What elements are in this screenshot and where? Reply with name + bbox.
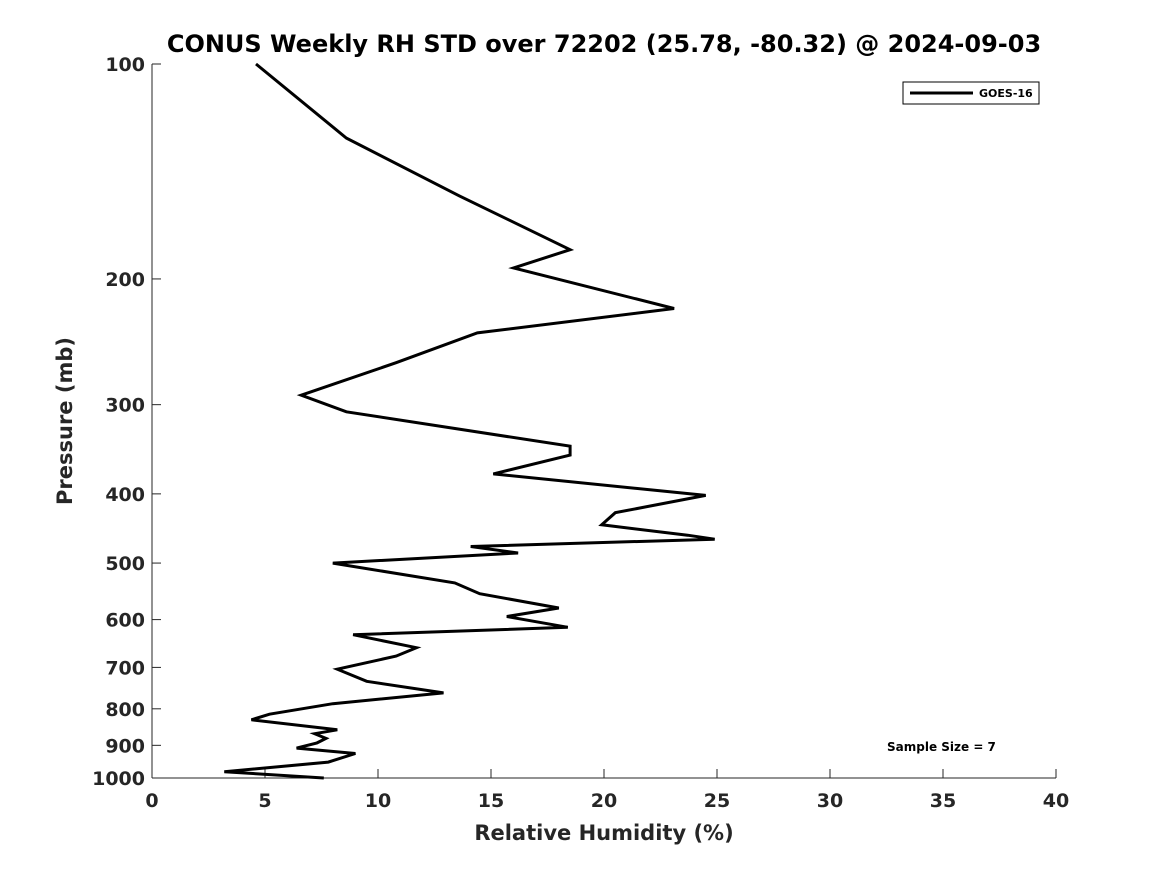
x-tick-label: 25 — [704, 790, 730, 812]
x-tick-label: 35 — [930, 790, 956, 812]
x-tick-label: 30 — [817, 790, 843, 812]
x-tick-label: 10 — [365, 790, 391, 812]
y-tick-label: 400 — [105, 484, 145, 506]
chart-title: CONUS Weekly RH STD over 72202 (25.78, -… — [167, 30, 1041, 58]
x-tick-label: 40 — [1043, 790, 1069, 812]
y-tick-label: 900 — [105, 735, 145, 757]
y-tick-label: 500 — [105, 553, 145, 575]
series-line — [224, 62, 715, 780]
x-tick-label: 0 — [145, 790, 158, 812]
legend-label: GOES-16 — [979, 87, 1033, 100]
legend: GOES-16 — [902, 81, 1040, 105]
y-tick-label: 700 — [105, 657, 145, 679]
sample-size-annotation: Sample Size = 7 — [887, 740, 996, 754]
y-tick-label: 600 — [105, 610, 145, 632]
y-tick-label: 200 — [105, 269, 145, 291]
y-tick-label: 800 — [105, 699, 145, 721]
y-axis-label: Pressure (mb) — [53, 337, 77, 505]
y-tick-label: 1000 — [92, 768, 145, 790]
x-axis-label: Relative Humidity (%) — [474, 821, 733, 845]
x-tick-label: 20 — [591, 790, 617, 812]
x-tick-label: 15 — [478, 790, 504, 812]
y-tick-label: 300 — [105, 395, 145, 417]
x-tick-label: 5 — [258, 790, 271, 812]
plot-area — [224, 62, 715, 780]
axes: 0 5 10 15 20 25 30 35 40 100 200 300 400 500 600 700 800… — [92, 54, 1069, 812]
y-tick-label: 100 — [105, 54, 145, 76]
